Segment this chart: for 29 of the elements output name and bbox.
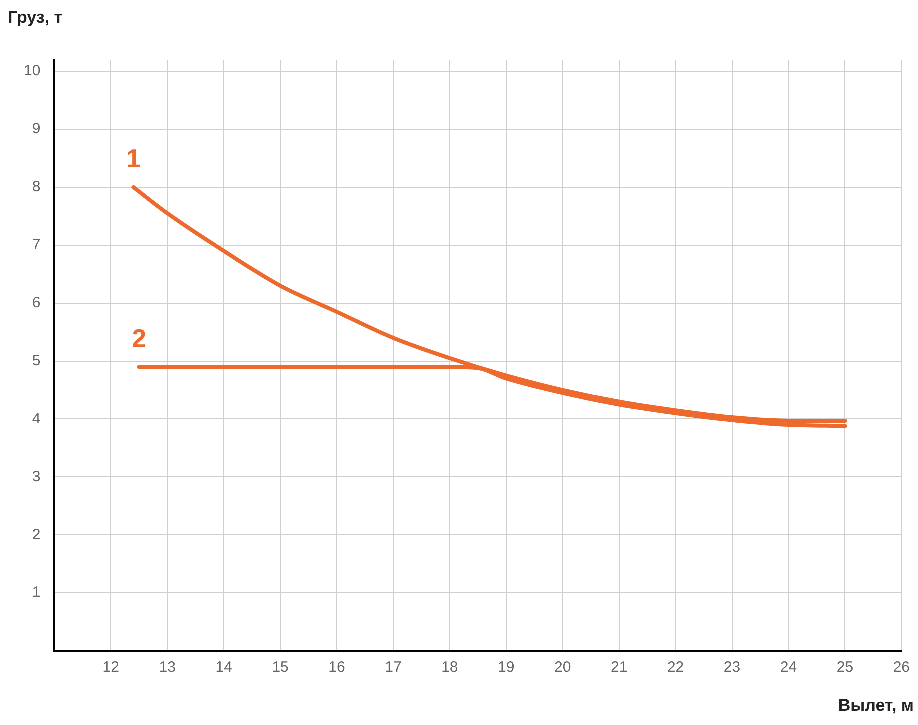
x-tick-label: 16 xyxy=(328,659,346,676)
x-tick-label: 24 xyxy=(780,659,798,676)
y-tick-label: 10 xyxy=(24,62,41,80)
series-label: 1 xyxy=(126,144,141,174)
x-tick-label: 19 xyxy=(498,659,515,676)
x-tick-label: 12 xyxy=(102,659,120,676)
x-tick-label: 15 xyxy=(272,659,289,676)
x-tick-label: 23 xyxy=(724,659,741,676)
y-tick-label: 3 xyxy=(32,468,41,486)
y-tick-label: 6 xyxy=(32,294,41,312)
x-tick-label: 26 xyxy=(893,659,910,676)
series-label: 2 xyxy=(132,323,147,354)
y-tick-label: 4 xyxy=(32,410,41,428)
x-tick-label: 21 xyxy=(610,659,628,676)
x-tick-label: 20 xyxy=(554,659,572,676)
x-tick-label: 13 xyxy=(159,659,176,676)
y-tick-label: 2 xyxy=(32,526,41,544)
x-tick-label: 25 xyxy=(836,659,854,676)
y-tick-label: 5 xyxy=(32,352,41,370)
y-tick-label: 8 xyxy=(32,178,41,196)
x-tick-label: 17 xyxy=(385,659,402,676)
x-axis-title: Вылет, м xyxy=(838,696,914,716)
x-tick-label: 18 xyxy=(442,659,458,676)
y-tick-label: 1 xyxy=(32,584,41,602)
y-axis-title: Груз, т xyxy=(8,8,63,28)
y-tick-label: 9 xyxy=(32,120,41,138)
y-tick-label: 7 xyxy=(32,236,41,254)
x-tick-label: 14 xyxy=(216,659,232,676)
x-tick-label: 22 xyxy=(667,659,684,676)
